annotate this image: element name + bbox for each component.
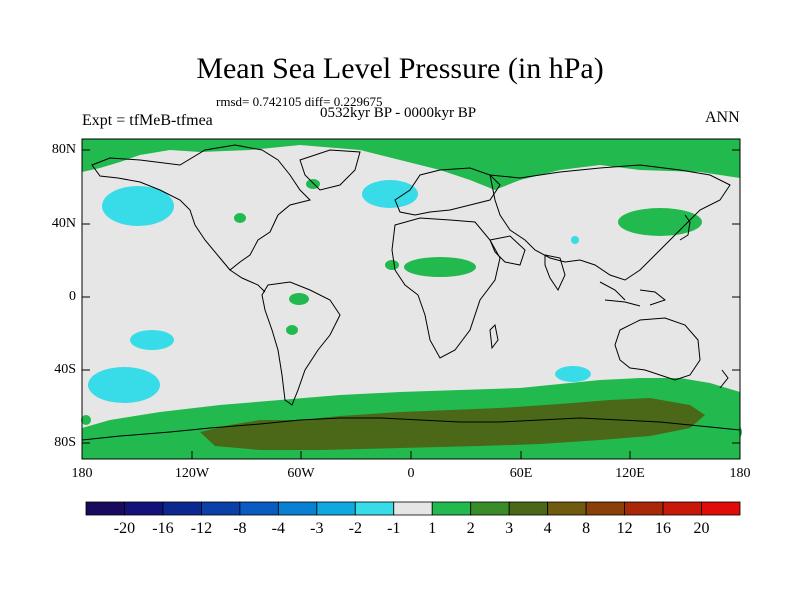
west-edge-anomaly bbox=[81, 415, 91, 425]
lon-label-120w: 120W bbox=[174, 466, 210, 481]
colorbar-label: 8 bbox=[582, 520, 591, 537]
lat-label-eq: 0 bbox=[69, 289, 76, 304]
lat-label-80n: 80N bbox=[51, 142, 76, 157]
lat-label-40n: 40N bbox=[51, 216, 76, 231]
north-atlantic-negative-anomaly bbox=[362, 180, 418, 208]
south-pacific-negative-anomaly-1 bbox=[130, 330, 174, 350]
red-sea-negative-anomaly bbox=[571, 236, 579, 244]
lon-label-60w: 60W bbox=[287, 466, 315, 481]
colorbar-label: 20 bbox=[693, 520, 710, 537]
mediterranean-anomaly bbox=[234, 213, 246, 223]
colorbar-label: -8 bbox=[233, 520, 247, 537]
colorbar-label: 4 bbox=[543, 520, 552, 537]
time-period: 0532kyr BP - 0000kyr BP bbox=[320, 105, 477, 121]
sahel-small-anomaly bbox=[385, 260, 399, 270]
west-africa-sahel-anomaly bbox=[404, 257, 476, 277]
colorbar-swatch bbox=[201, 501, 241, 516]
antarctic-strong-anomaly bbox=[200, 398, 705, 450]
colorbar-swatch bbox=[585, 501, 625, 516]
colorbar-label: 16 bbox=[655, 520, 672, 537]
lon-label-0: 0 bbox=[407, 466, 415, 481]
map-title: Mean Sea Level Pressure (in hPa) bbox=[196, 52, 604, 85]
colorbar-swatch bbox=[239, 501, 279, 516]
colorbar-label: 2 bbox=[466, 520, 475, 537]
colorbar-swatch bbox=[277, 501, 318, 516]
colorbar-label: 3 bbox=[505, 520, 514, 537]
lon-label-180e: 180 bbox=[729, 466, 751, 481]
colorbar-swatch bbox=[393, 501, 433, 516]
colorbar-swatch bbox=[85, 501, 125, 516]
colorbar-label: -3 bbox=[310, 520, 324, 537]
lat-label-80s: 80S bbox=[54, 435, 76, 450]
colorbar-swatch bbox=[624, 501, 664, 516]
colorbar-swatch bbox=[162, 501, 202, 516]
colorbar-label: -16 bbox=[152, 520, 174, 537]
east-edge-anomaly bbox=[734, 426, 742, 438]
colorbar bbox=[85, 501, 741, 516]
indian-ocean-negative-anomaly bbox=[555, 366, 591, 382]
colorbar-swatch bbox=[547, 501, 587, 516]
experiment-label: Expt = tfMeB-tfmea bbox=[82, 112, 213, 129]
south-pacific-negative-anomaly-2 bbox=[88, 367, 160, 403]
colorbar-swatch bbox=[316, 501, 356, 516]
axis-ticks bbox=[82, 149, 740, 459]
colorbar-label: -20 bbox=[113, 520, 136, 537]
rmsd-diff-stats: rmsd= 0.742105 diff= 0.229675 bbox=[216, 94, 383, 109]
colorbar-label: 12 bbox=[616, 520, 633, 537]
south-america-anomaly bbox=[286, 325, 298, 335]
colorbar-label: -4 bbox=[271, 520, 285, 537]
lon-label-180w: 180 bbox=[71, 466, 93, 481]
season-label: ANN bbox=[705, 109, 740, 126]
colorbar-label: -1 bbox=[387, 520, 401, 537]
colorbar-swatch bbox=[354, 501, 395, 516]
colorbar-swatch bbox=[124, 501, 164, 516]
colorbar-swatch bbox=[470, 501, 510, 516]
amazon-anomaly bbox=[289, 293, 309, 305]
arctic-positive-anomaly bbox=[82, 139, 740, 190]
colorbar-label: -2 bbox=[348, 520, 362, 537]
lon-label-120e: 120E bbox=[615, 466, 645, 481]
colorbar-swatch bbox=[431, 501, 472, 516]
lat-label-40s: 40S bbox=[54, 362, 76, 377]
colorbar-swatch bbox=[508, 501, 549, 516]
lon-label-60e: 60E bbox=[509, 466, 533, 481]
colorbar-label: 1 bbox=[428, 520, 437, 537]
coastlines bbox=[81, 144, 741, 441]
colorbar-swatch bbox=[701, 501, 741, 516]
colorbar-swatch bbox=[662, 501, 702, 516]
north-pacific-negative-anomaly bbox=[102, 186, 174, 226]
colorbar-label: -12 bbox=[190, 520, 213, 537]
